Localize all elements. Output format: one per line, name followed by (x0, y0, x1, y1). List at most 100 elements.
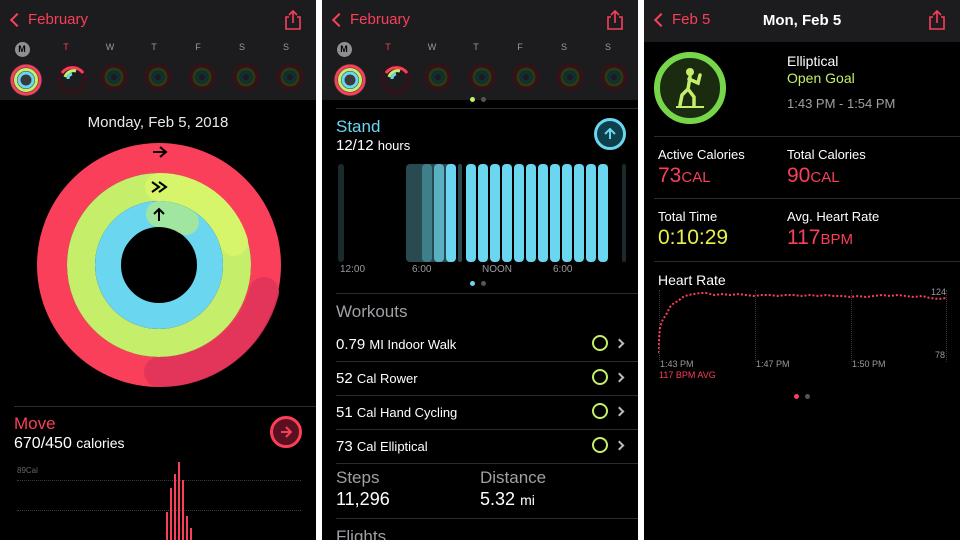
day-tuesday[interactable]: T (385, 42, 391, 52)
stand-bar-empty (458, 164, 462, 262)
day-wednesday[interactable]: W (427, 42, 437, 52)
stand-bar (538, 164, 548, 262)
workout-ring-icon (592, 335, 608, 351)
navigation-bar: Feb 5 Mon, Feb 5 (644, 0, 960, 42)
stand-bar (586, 164, 596, 262)
move-bar (182, 480, 184, 540)
mini-ring-sunday[interactable] (599, 62, 629, 92)
move-bar (186, 516, 188, 540)
move-chart-ylabel: 89Cal (17, 466, 38, 475)
mini-ring-thursday[interactable] (143, 62, 173, 92)
page-dot (470, 281, 475, 286)
share-icon[interactable] (606, 10, 624, 30)
active-calories-value: 73CAL (658, 164, 711, 188)
divider (14, 406, 316, 407)
mini-ring-friday[interactable] (511, 62, 541, 92)
divider (654, 198, 960, 199)
page-dot (481, 97, 486, 102)
page-indicator (794, 394, 810, 399)
day-wednesday[interactable]: W (105, 42, 115, 52)
mini-ring-sunday[interactable] (275, 62, 305, 92)
back-label: February (350, 11, 411, 28)
total-calories-unit: CAL (810, 169, 840, 186)
day-saturday[interactable]: S (238, 42, 245, 52)
avg-heart-rate-unit: BPM (820, 231, 853, 248)
mini-ring-tuesday[interactable] (379, 62, 413, 96)
workout-row-indoor-walk[interactable]: 0.79 MI Indoor Walk (336, 336, 456, 353)
day-thursday[interactable]: T (151, 42, 157, 52)
day-sunday[interactable]: S (282, 42, 289, 52)
workout-row-rower[interactable]: 52 Cal Rower (336, 370, 418, 387)
workout-ring-icon (592, 369, 608, 385)
chevron-left-icon (9, 12, 25, 27)
heart-rate-average: 117 BPM AVG (659, 370, 716, 380)
day-friday[interactable]: F (195, 42, 201, 52)
divider (654, 261, 960, 262)
week-day-strip: M T W T F S S (322, 42, 638, 57)
back-label: February (28, 11, 89, 28)
back-button[interactable]: February (9, 11, 89, 28)
divider (336, 361, 638, 362)
elliptical-figure-icon (676, 68, 704, 108)
stand-value-number: 12/12 (336, 137, 374, 154)
chart-gridline (946, 290, 947, 362)
mini-ring-saturday[interactable] (231, 62, 261, 92)
workout-row-elliptical[interactable]: 73 Cal Elliptical (336, 438, 428, 455)
divider (654, 136, 960, 137)
move-detail-button[interactable] (270, 416, 302, 448)
distance-label: Distance (480, 468, 547, 487)
distance-unit: mi (520, 492, 535, 508)
stand-bar (562, 164, 572, 262)
mini-ring-saturday[interactable] (555, 62, 585, 92)
day-saturday[interactable]: S (560, 42, 567, 52)
share-icon[interactable] (928, 10, 946, 30)
total-calories-number: 90 (787, 164, 811, 187)
avg-heart-rate-label: Avg. Heart Rate (787, 209, 880, 224)
workout-ring-icon (592, 437, 608, 453)
share-icon[interactable] (284, 10, 302, 30)
activity-rings (37, 143, 281, 388)
mini-ring-friday[interactable] (187, 62, 217, 92)
mini-ring-thursday[interactable] (467, 62, 497, 92)
day-friday[interactable]: F (517, 42, 523, 52)
stand-bar (434, 164, 444, 262)
workout-value: 73 (336, 438, 353, 455)
stand-bar (514, 164, 524, 262)
workout-ring-icon (592, 403, 608, 419)
back-button[interactable]: February (331, 11, 411, 28)
mini-ring-tuesday[interactable] (55, 62, 89, 96)
workout-row-hand-cycling[interactable]: 51 Cal Hand Cycling (336, 404, 457, 421)
heart-rate-max-label: 124 (931, 287, 947, 297)
back-label: Feb 5 (672, 11, 711, 28)
move-bar (178, 462, 180, 540)
mini-ring-wednesday[interactable] (99, 62, 129, 92)
stand-bar (422, 164, 432, 262)
mini-ring-wednesday[interactable] (423, 62, 453, 92)
day-sunday[interactable]: S (604, 42, 611, 52)
day-tuesday[interactable]: T (63, 42, 69, 52)
back-button[interactable]: Feb 5 (653, 11, 711, 28)
workout-label: Cal Hand Cycling (356, 405, 458, 420)
chevron-right-icon[interactable] (614, 338, 625, 349)
chevron-right-icon[interactable] (614, 406, 625, 417)
stand-value: 12/12 hours (336, 137, 410, 154)
day-monday[interactable]: M (322, 42, 366, 57)
divider (336, 293, 638, 294)
heart-rate-x-label: 1:43 PM (660, 359, 694, 369)
total-time-label: Total Time (658, 209, 718, 224)
page-dot (481, 281, 486, 286)
stand-title: Stand (336, 117, 381, 136)
mini-ring-monday[interactable] (8, 62, 44, 98)
move-bar (174, 474, 176, 540)
chevron-right-icon[interactable] (614, 372, 625, 383)
mini-ring-monday[interactable] (332, 62, 368, 98)
week-day-strip: M T W T F S S (0, 42, 316, 57)
stand-detail-button[interactable] (594, 118, 626, 150)
chevron-right-icon[interactable] (614, 440, 625, 451)
move-value-unit: calories (76, 435, 125, 451)
day-monday[interactable]: M (0, 42, 44, 57)
elliptical-workout-icon (654, 52, 726, 124)
day-thursday[interactable]: T (473, 42, 479, 52)
avg-heart-rate-number: 117 (787, 226, 821, 249)
divider (336, 108, 638, 109)
